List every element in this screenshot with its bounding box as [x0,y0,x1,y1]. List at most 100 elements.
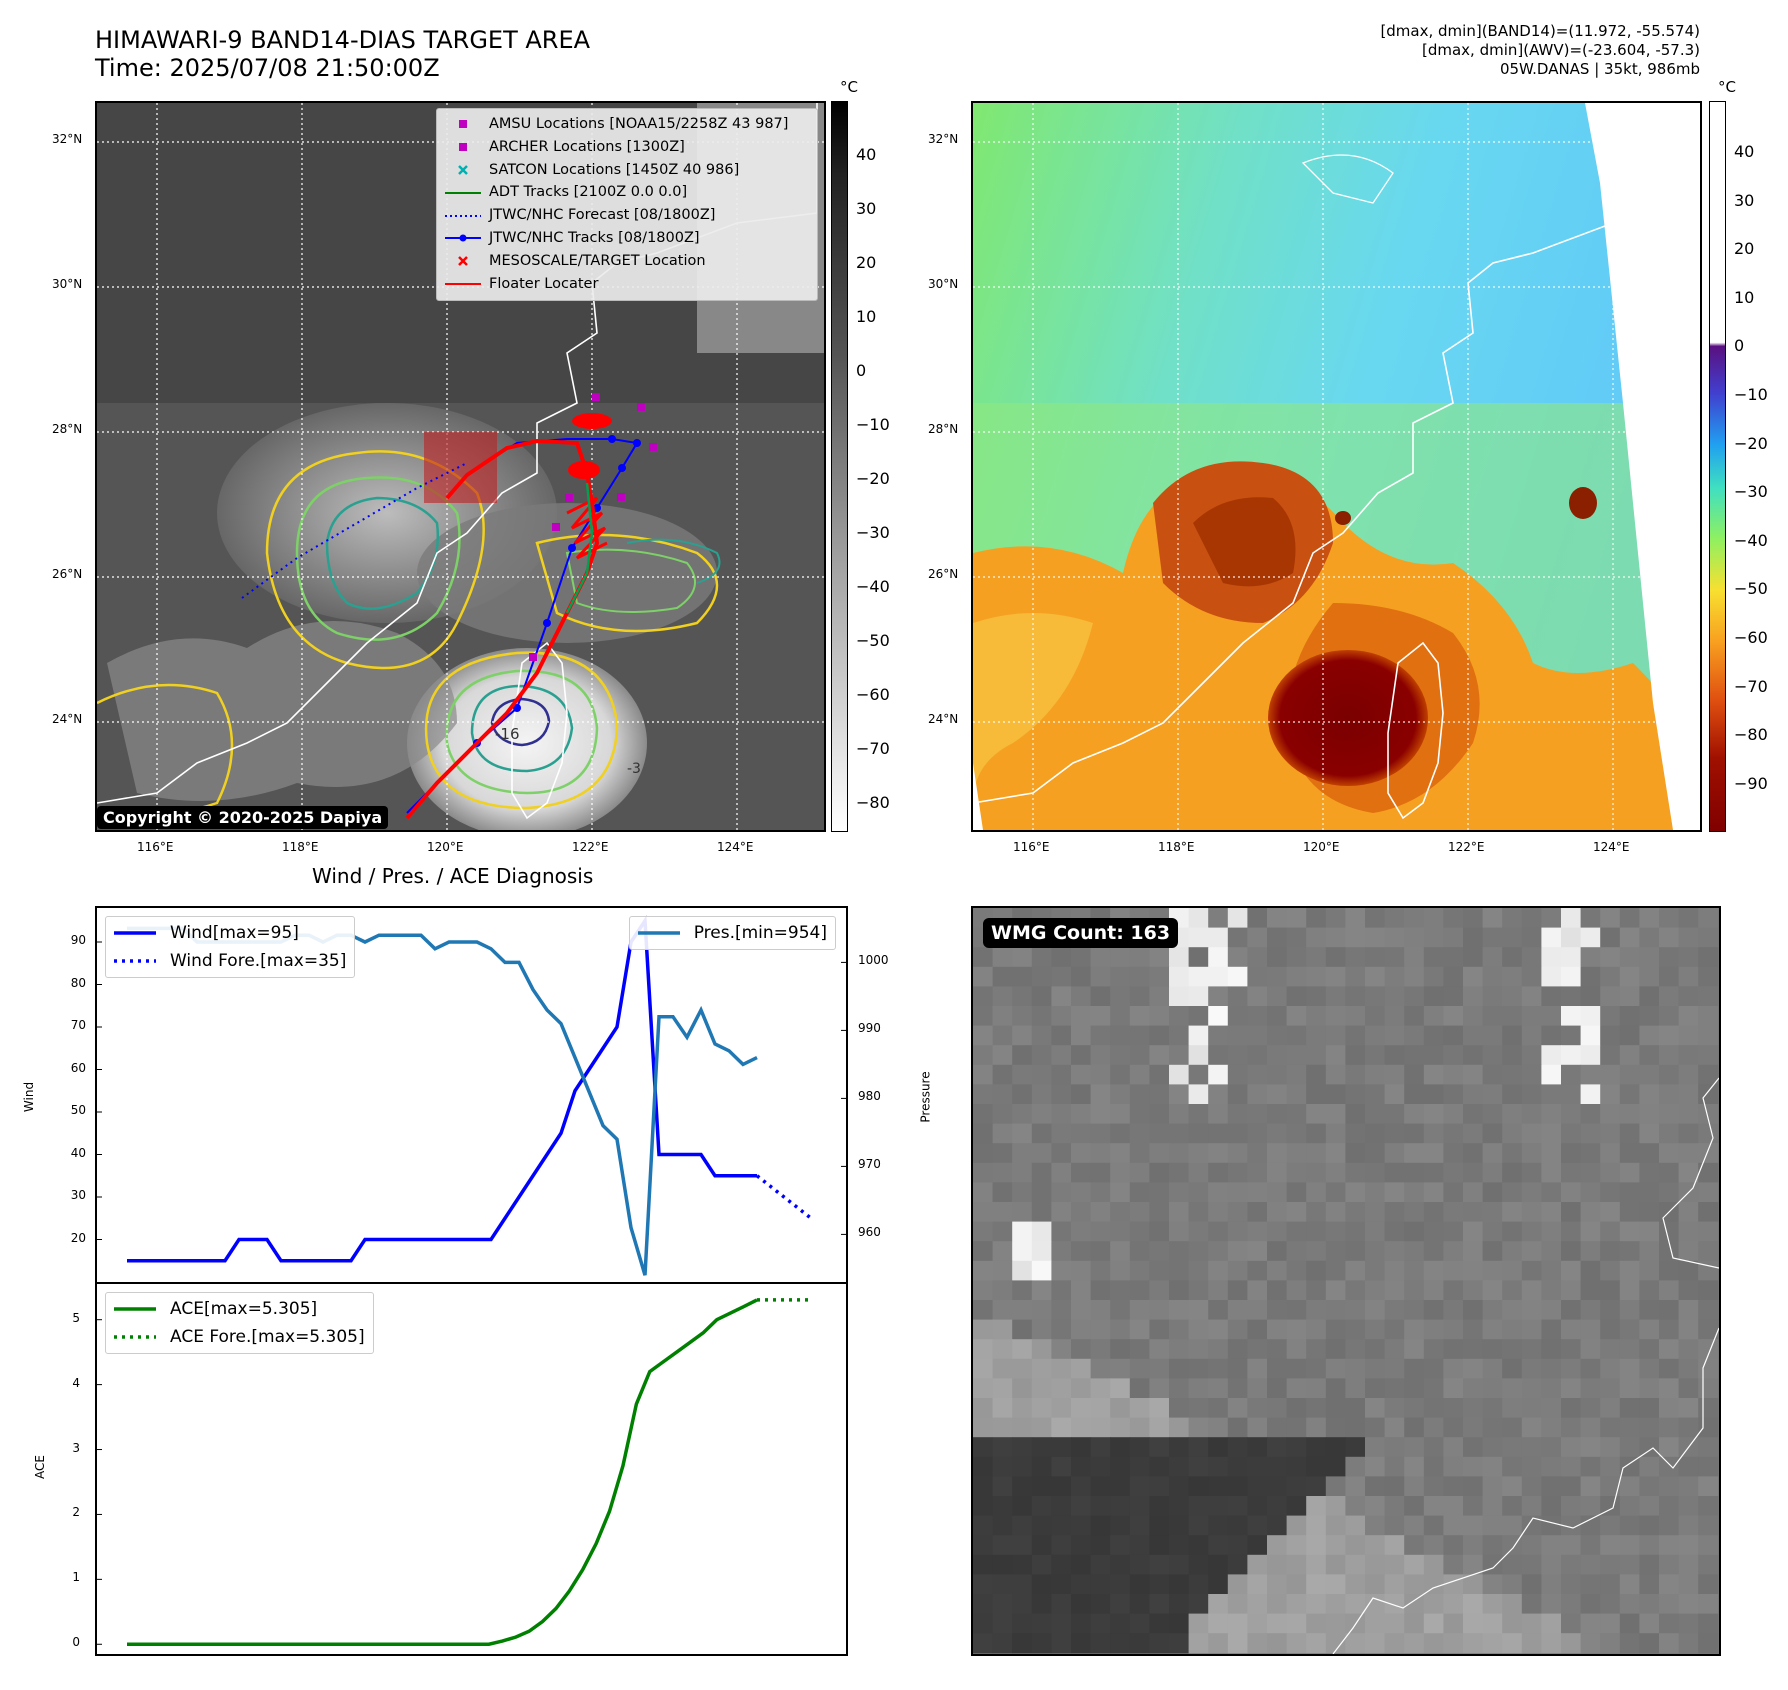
colorbar-tick: −70 [1734,676,1768,696]
linedot-marker-icon [445,234,481,242]
colorbar-tick: 20 [1734,239,1755,259]
colorbar-tick: 0 [1734,336,1745,356]
colorbar2-unit: °C [1718,78,1736,96]
colorbar-grayscale [831,101,848,832]
colorbar-tick: 30 [1734,190,1755,210]
pressure-tick-label: 990 [858,1021,881,1036]
contour-label: -16 [495,725,520,743]
legend-label: JTWC/NHC Tracks [08/1800Z] [489,229,700,246]
pressure-tick-label: 1000 [858,953,889,968]
colorbar-tick: −50 [1734,579,1768,599]
line-marker-icon [445,191,481,194]
legend-label: MESOSCALE/TARGET Location [489,252,706,269]
colorbar-tick: −40 [856,577,890,596]
pressure-tick-label: 980 [858,1089,881,1104]
ace-tick-label: 3 [72,1440,80,1455]
contour-label-2: -3 [627,761,641,777]
ace-axis-label: ACE [32,1455,47,1479]
wmg-count-badge: WMG Count: 163 [983,918,1179,948]
wind-tick-label: 50 [70,1103,86,1117]
wind-axis-label: Wind [22,1081,37,1113]
ace-panel: ACE[max=5.305] ACE Fore.[max=5.305] [95,1282,848,1656]
ace-chart [97,1298,811,1647]
colorbar-tick: 40 [1734,142,1755,161]
wind-pres-panel: Wind[max=95] Wind Fore.[max=35] Pres.[mi… [95,906,848,1284]
colorbar-tick: −80 [1734,725,1768,745]
colorbar-tick: 10 [1734,287,1755,307]
colorbar-tick: −80 [856,793,890,812]
legend-label: AMSU Locations [NOAA15/2258Z 43 987] [489,116,789,132]
awv-map-panel [971,101,1702,832]
wind-tick-label: 20 [70,1230,86,1245]
colorbar-tick: 40 [856,145,877,164]
wind-tick-label: 30 [70,1188,86,1202]
colorbar-tick: −40 [1734,530,1768,550]
colorbar-tick: −30 [856,523,890,542]
coastline [1332,1077,1719,1654]
pressure-series-line [127,926,758,1276]
legend-item: MESOSCALE/TARGET Location [445,250,809,273]
ace-tick-label: 1 [72,1570,80,1585]
legend-item: SATCON Locations [1450Z 40 986] [445,159,809,182]
legend-label: ARCHER Locations [1300Z] [489,138,685,155]
wind-tick-label: 70 [70,1018,86,1032]
wind-tick-label: 40 [70,1145,86,1160]
x-marker-icon [458,256,468,267]
map-legend: AMSU Locations [NOAA15/2258Z 43 987] ARCH… [436,108,818,301]
legend-label: SATCON Locations [1450Z 40 986] [489,161,740,178]
colorbar-tick: −60 [1734,628,1768,647]
colorbar-tick: −70 [856,739,890,758]
wind-tick-label: 80 [70,975,86,990]
legend-label: JTWC/NHC Forecast [08/1800Z] [489,207,716,224]
legend-item: JTWC/NHC Tracks [08/1800Z] [445,227,809,250]
wmg-panel: WMG Count: 163 [971,906,1721,1656]
colorbar-tick: 0 [856,361,867,380]
figure-title: HIMAWARI-9 BAND14-DIAS TARGET AREA Time:… [95,26,591,82]
legend-label: ADT Tracks [2100Z 0.0 0.0] [489,184,688,201]
ace-tick-label: 0 [72,1635,80,1650]
colorbar-tick: 30 [856,199,877,218]
colorbar-tick: −30 [1734,482,1768,502]
wind-legend: Wind[max=95] Wind Fore.[max=35] [105,916,356,978]
ace-tick-label: 4 [72,1375,80,1390]
ace-legend: ACE[max=5.305] ACE Fore.[max=5.305] [105,1292,374,1354]
colorbar-tick: 20 [856,253,877,272]
ace-tick-label: 2 [72,1505,80,1520]
legend-item: ARCHER Locations [1300Z] [445,136,809,159]
legend-ace-forecast: ACE Fore.[max=5.305] [170,1327,365,1347]
legend-item: AMSU Locations [NOAA15/2258Z 43 987] [445,113,809,136]
pressure-tick-label: 970 [858,1157,881,1172]
ir-map-panel: -16 -3 AMSU Locations [NOAA15/2258Z 43 9… [95,101,826,832]
wind-series-line [127,915,757,1263]
colorbar-awv [1709,101,1726,832]
colorbar-tick: −20 [856,469,890,488]
colorbar-tick: −60 [856,685,890,704]
x-marker-icon [458,165,468,175]
colorbar-tick: −10 [1734,385,1768,404]
legend-item: Floater Locater [445,273,809,296]
line-marker-icon [445,282,481,285]
header-stats: [dmax, dmin](BAND14)=(11.972, -55.574) [… [1380,22,1700,78]
legend-label: Floater Locater [489,275,599,292]
colorbar-tick: −50 [856,631,890,650]
wind-forecast-line [755,1174,813,1220]
colorbar-tick: −10 [856,415,890,434]
pressure-legend: Pres.[min=954] [628,916,836,950]
legend-wind-forecast: Wind Fore.[max=35] [170,951,347,971]
legend-wind: Wind[max=95] [170,923,299,943]
square-marker-icon [459,120,467,129]
legend-ace: ACE[max=5.305] [170,1299,318,1319]
ace-series-line [127,1298,758,1647]
legend-item: JTWC/NHC Forecast [08/1800Z] [445,204,809,227]
square-marker-icon [459,143,467,152]
legend-pressure: Pres.[min=954] [693,923,827,943]
dotted-marker-icon [445,214,481,217]
colorbar-tick: −90 [1734,773,1768,793]
legend-item: ADT Tracks [2100Z 0.0 0.0] [445,181,809,204]
colorbar-tick: −20 [1734,433,1768,453]
awv-map-svg [973,103,1700,830]
pressure-axis-label: Pressure [918,1071,933,1123]
colorbar1-unit: °C [840,78,858,96]
colorbar-tick: 10 [856,307,877,326]
ace-tick-label: 5 [72,1310,80,1325]
